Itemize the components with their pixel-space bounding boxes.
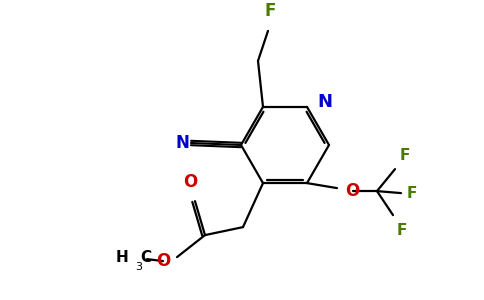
Text: 3: 3 — [135, 262, 142, 272]
Text: C: C — [140, 250, 151, 265]
Text: O: O — [345, 182, 359, 200]
Text: F: F — [400, 148, 410, 163]
Text: H: H — [115, 250, 128, 265]
Text: O: O — [156, 252, 170, 270]
Text: F: F — [407, 186, 417, 201]
Text: O: O — [183, 173, 197, 191]
Text: F: F — [397, 223, 408, 238]
Text: N: N — [175, 134, 189, 152]
Text: F: F — [264, 2, 276, 20]
Text: N: N — [317, 93, 332, 111]
